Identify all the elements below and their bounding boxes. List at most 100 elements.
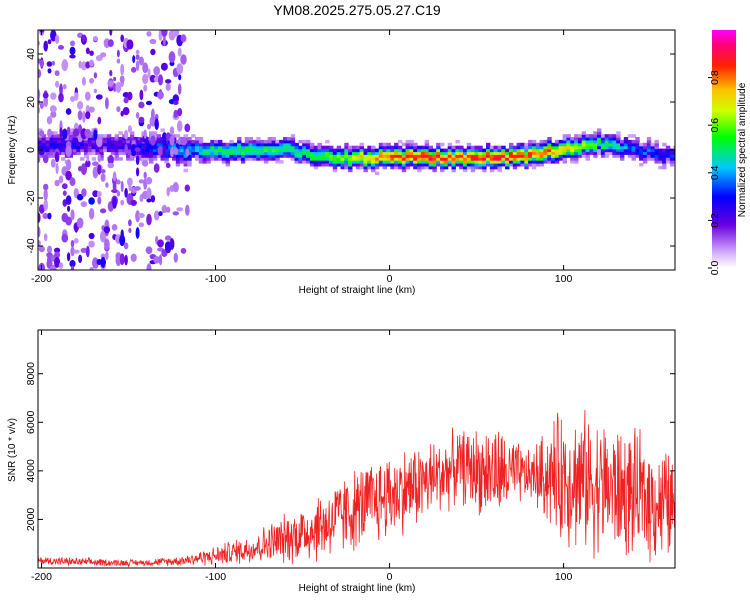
spectrogram-cell bbox=[413, 165, 418, 170]
spectrogram-cell bbox=[332, 168, 338, 173]
spectrogram-cell bbox=[103, 139, 108, 144]
spectrogram-cell bbox=[585, 134, 590, 138]
spectrogram-cell bbox=[577, 154, 583, 158]
spectrogram-cell bbox=[221, 151, 227, 155]
spectrogram-cell bbox=[237, 151, 242, 155]
spectrogram-noise-blob bbox=[38, 239, 41, 247]
spectrogram-cell bbox=[562, 134, 567, 138]
spectrogram-cell bbox=[600, 134, 606, 138]
spectrogram-noise-blob bbox=[124, 254, 128, 266]
spectrogram-cell bbox=[646, 157, 652, 161]
spectrogram-cell bbox=[482, 154, 487, 158]
spectrogram-cell bbox=[535, 145, 541, 150]
spectrogram-cell bbox=[424, 148, 430, 153]
spectrogram-cell bbox=[145, 145, 150, 150]
spectrogram-cell bbox=[240, 148, 246, 153]
spectrogram-cell bbox=[195, 148, 200, 153]
spectrogram-noise-blob bbox=[138, 101, 145, 109]
spectrogram-cell bbox=[512, 154, 518, 158]
spectrogram-cell bbox=[382, 151, 387, 155]
spectrogram-noise-blob bbox=[120, 180, 124, 193]
spectrogram-noise-blob bbox=[38, 245, 45, 253]
spectrogram-noise-blob bbox=[65, 170, 72, 181]
spectrogram-cell bbox=[505, 151, 510, 155]
spectrogram-cell bbox=[49, 148, 54, 153]
spectrogram-cell bbox=[665, 160, 671, 164]
spectrogram-cell bbox=[443, 157, 449, 161]
spectrogram-cell bbox=[355, 151, 361, 155]
spectrogram-cell bbox=[524, 157, 529, 161]
spectrogram-cell bbox=[459, 157, 464, 161]
spectrogram-cell bbox=[309, 148, 315, 153]
spectrogram-cell bbox=[486, 160, 491, 164]
spectrogram-cell bbox=[451, 165, 456, 170]
spectrogram-cell bbox=[378, 151, 384, 155]
spectrogram-cell bbox=[577, 148, 583, 153]
spectrogram-noise-blob bbox=[162, 132, 167, 141]
spectrogram-cell bbox=[620, 148, 625, 153]
spectrogram-cell bbox=[597, 128, 602, 132]
spectrogram-cell bbox=[68, 154, 73, 158]
spectrogram-cell bbox=[394, 165, 399, 170]
spectrogram-noise-blob bbox=[161, 30, 168, 37]
spectrogram-cell bbox=[535, 154, 541, 158]
spectrogram-noise-blob bbox=[69, 260, 76, 268]
spectrogram-noise-blob bbox=[136, 167, 140, 177]
spectrogram-cell bbox=[493, 151, 498, 155]
spectrogram-cell bbox=[440, 160, 445, 164]
spectrogram-cell bbox=[313, 154, 319, 158]
spectrogram-cell bbox=[141, 151, 146, 155]
spectrogram-cell bbox=[524, 142, 529, 147]
spectrogram-cell bbox=[669, 154, 675, 158]
spectrogram-cell bbox=[321, 163, 326, 167]
spectrogram-cell bbox=[531, 145, 537, 150]
spectrogram-cell bbox=[635, 139, 640, 144]
spectrogram-cell bbox=[99, 145, 104, 150]
x-tick-label: -200 bbox=[31, 571, 52, 583]
spectrogram-cell bbox=[68, 128, 73, 132]
spectrogram-cell bbox=[623, 142, 629, 147]
spectrogram-cell bbox=[172, 142, 177, 147]
spectrogram-cell bbox=[137, 151, 142, 155]
spectrogram-noise-blob bbox=[123, 242, 129, 250]
spectrogram-cell bbox=[302, 142, 307, 147]
spectrogram-cell bbox=[49, 154, 54, 158]
spectrogram-cell bbox=[256, 151, 261, 155]
spectrogram-cell bbox=[83, 137, 89, 141]
spectrogram-cell bbox=[225, 163, 230, 167]
spectrogram-cell bbox=[428, 157, 433, 161]
spectrogram-noise-blob bbox=[134, 147, 141, 152]
spectrogram-cell bbox=[210, 154, 215, 158]
spectrogram-cell bbox=[367, 148, 372, 153]
snr-series-line bbox=[38, 409, 675, 568]
spectrogram-cell bbox=[49, 134, 54, 138]
spectrogram-noise-blob bbox=[55, 162, 59, 175]
spectrogram-cell bbox=[76, 151, 81, 155]
spectrogram-cell bbox=[367, 151, 372, 155]
spectrogram-cell bbox=[218, 154, 223, 158]
spectrogram-cell bbox=[286, 154, 292, 158]
spectrogram-cell bbox=[581, 142, 587, 147]
spectrogram-cell bbox=[643, 151, 648, 155]
spectrogram-cell bbox=[654, 139, 659, 144]
spectrogram-noise-blob bbox=[43, 233, 48, 242]
spectrogram-cell bbox=[558, 151, 564, 155]
spectrogram-cell bbox=[608, 137, 613, 141]
spectrogram-cell bbox=[271, 139, 276, 144]
spectrogram-noise-blob bbox=[96, 136, 103, 148]
spectrogram-cell bbox=[152, 145, 158, 150]
spectrogram-cell bbox=[428, 145, 433, 150]
spectrogram-cell bbox=[662, 154, 667, 158]
spectrogram-noise-blob bbox=[164, 235, 172, 241]
spectrogram-cell bbox=[198, 137, 204, 141]
spectrogram-cell bbox=[620, 145, 625, 150]
spectrogram-noise-blob bbox=[180, 247, 187, 254]
spectrogram-cell bbox=[589, 145, 594, 150]
spectrogram-cell bbox=[263, 139, 269, 144]
spectrogram-cell bbox=[428, 151, 433, 155]
spectrogram-noise-blob bbox=[184, 123, 191, 133]
spectrogram-cell bbox=[386, 160, 391, 164]
spectrogram-cell bbox=[279, 142, 284, 147]
spectrogram-noise-blob bbox=[63, 83, 67, 90]
